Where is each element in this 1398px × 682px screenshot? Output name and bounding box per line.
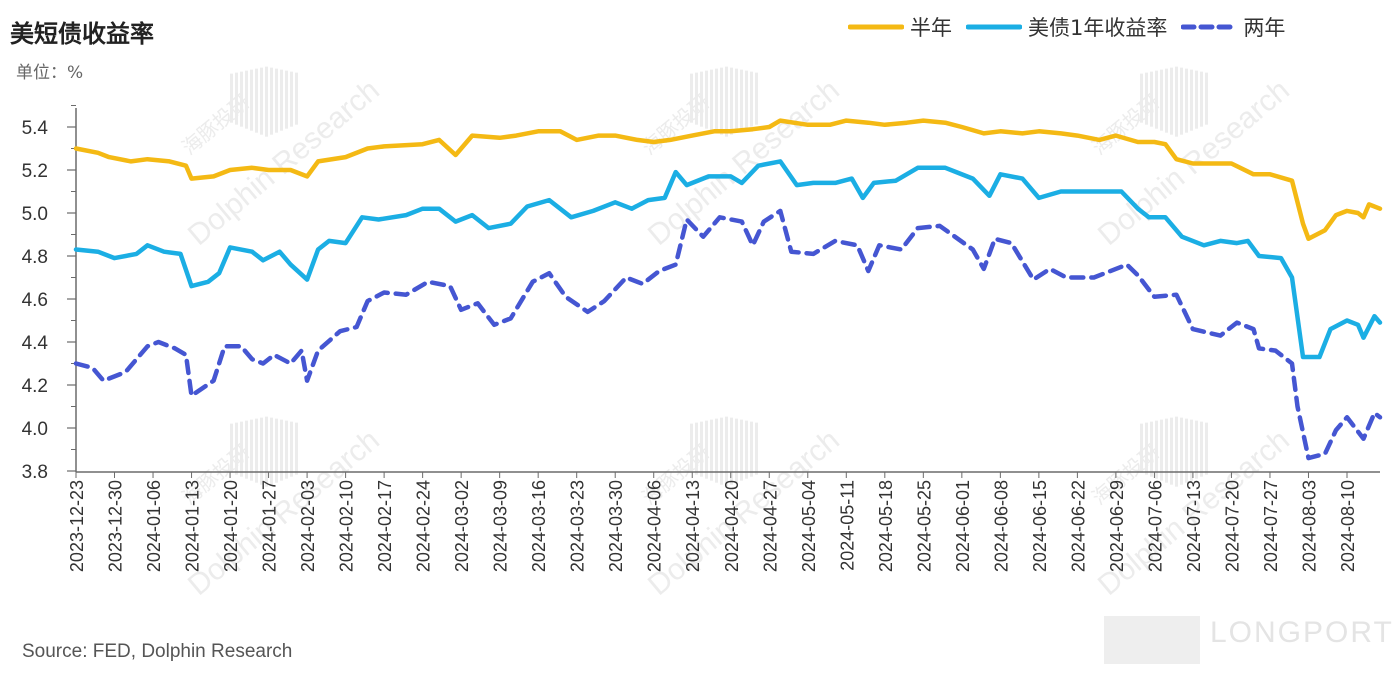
x-tick-label: 2024-04-20 bbox=[722, 480, 742, 572]
series-line-one-year bbox=[73, 159, 1383, 360]
y-tick-label: 3.8 bbox=[22, 462, 48, 483]
x-tick-label: 2024-01-20 bbox=[221, 480, 241, 572]
x-tick-label: 2024-08-03 bbox=[1299, 480, 1319, 572]
x-tick-label: 2024-03-16 bbox=[529, 480, 549, 572]
legend: 半年 美债1年收益率 两年 bbox=[848, 12, 1299, 42]
x-tick-label: 2024-06-22 bbox=[1068, 480, 1088, 572]
x-tick-label: 2023-12-23 bbox=[67, 480, 87, 572]
legend-swatch-one-year bbox=[966, 24, 1022, 30]
y-tick-label: 5.2 bbox=[22, 161, 48, 182]
legend-label-two-year: 两年 bbox=[1243, 16, 1286, 40]
x-tick-label: 2024-02-10 bbox=[337, 480, 357, 572]
x-tick-label: 2024-01-13 bbox=[183, 480, 203, 572]
series-line-half-year bbox=[73, 118, 1383, 242]
unit-label: 单位：% bbox=[16, 63, 84, 83]
x-axis: 2023-12-23 2023-12-30 2024-01-06 2024-01-13… bbox=[67, 471, 1380, 572]
y-tick-label: 4.6 bbox=[22, 290, 48, 311]
y-axis: 5.4 5.2 5.0 4.8 4.6 4.4 4.2 4.0 3.8 bbox=[22, 105, 77, 483]
x-tick-label: 2024-07-06 bbox=[1145, 480, 1165, 572]
legend-swatch-two-year bbox=[1181, 24, 1238, 30]
x-tick-label: 2024-06-15 bbox=[1030, 480, 1050, 572]
legend-item-two-year: 两年 bbox=[1181, 12, 1285, 42]
x-tick-label: 2024-05-25 bbox=[914, 480, 934, 572]
watermark-text: Dolphin Research bbox=[642, 73, 846, 252]
legend-swatch-half-year bbox=[848, 24, 904, 30]
y-tick-label: 5.4 bbox=[22, 118, 49, 139]
source-note: Source: FED, Dolphin Research bbox=[22, 641, 293, 662]
x-tick-label: 2024-06-29 bbox=[1107, 480, 1127, 572]
x-tick-label: 2024-04-13 bbox=[683, 480, 703, 572]
x-tick-label: 2024-03-23 bbox=[568, 480, 588, 572]
x-tick-label: 2024-05-11 bbox=[837, 480, 857, 571]
x-tick-label: 2024-05-04 bbox=[799, 480, 819, 572]
y-tick-label: 5.0 bbox=[22, 204, 48, 225]
x-tick-label: 2024-03-02 bbox=[452, 480, 472, 572]
y-tick-label: 4.8 bbox=[22, 247, 48, 268]
x-tick-label: 2023-12-30 bbox=[106, 480, 126, 572]
y-tick-label: 4.0 bbox=[22, 419, 48, 440]
x-tick-label: 2024-05-18 bbox=[876, 480, 896, 572]
legend-label-half-year: 半年 bbox=[910, 16, 952, 40]
y-tick-label: 4.2 bbox=[22, 376, 48, 397]
x-tick-label: 2024-02-17 bbox=[375, 480, 395, 572]
watermark-brand: LONGPORT bbox=[1210, 616, 1394, 649]
x-tick-label: 2024-07-13 bbox=[1184, 480, 1204, 572]
x-tick-label: 2024-01-27 bbox=[260, 480, 280, 572]
x-tick-label: 2024-02-03 bbox=[298, 480, 318, 572]
x-tick-label: 2024-02-24 bbox=[414, 480, 434, 572]
x-tick-label: 2024-04-06 bbox=[645, 480, 665, 572]
x-tick-label: 2024-01-06 bbox=[144, 480, 164, 572]
x-tick-label: 2024-07-20 bbox=[1222, 480, 1242, 572]
series-lines bbox=[73, 118, 1383, 461]
series-line-two-year bbox=[73, 208, 1383, 461]
x-tick-label: 2024-07-27 bbox=[1261, 480, 1281, 572]
chart-title: 美短债收益率 bbox=[10, 20, 154, 48]
x-tick-label: 2024-04-27 bbox=[760, 480, 780, 572]
x-tick-label: 2024-03-09 bbox=[491, 480, 511, 572]
legend-item-half-year: 半年 bbox=[848, 12, 952, 42]
x-tick-label: 2024-08-10 bbox=[1338, 480, 1358, 572]
legend-label-one-year: 美债1年收益率 bbox=[1028, 16, 1168, 40]
watermark-brand-box bbox=[1104, 616, 1200, 664]
x-tick-label: 2024-06-08 bbox=[991, 480, 1011, 572]
y-tick-label: 4.4 bbox=[22, 333, 49, 354]
x-tick-label: 2024-06-01 bbox=[953, 480, 973, 572]
x-tick-label: 2024-03-30 bbox=[606, 480, 626, 572]
legend-item-one-year: 美债1年收益率 bbox=[966, 12, 1167, 42]
